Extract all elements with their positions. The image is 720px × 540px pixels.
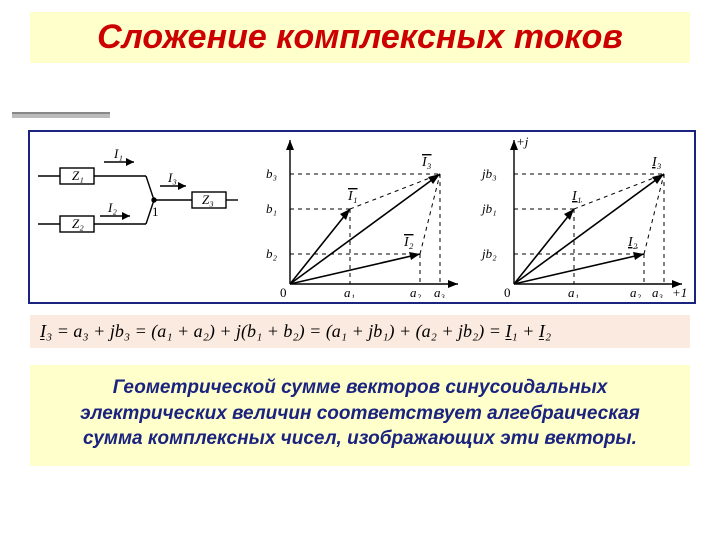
svg-text:jb₂: jb₂ (480, 246, 497, 261)
node-label: 1 (152, 204, 159, 219)
label-z1: Z₁ (72, 168, 84, 183)
title-rule-shadow (12, 114, 110, 118)
eq-plus: + (518, 321, 539, 341)
svg-text:+1: +1 (672, 285, 687, 298)
label-i2: I₂ (107, 200, 117, 215)
svg-text:0: 0 (504, 285, 511, 298)
equation: I₃ = a₃ + jb₃ = (a₁ + a₂) + j(b₁ + b₂) =… (40, 321, 551, 341)
eq-r2: I₂ (539, 321, 551, 341)
footer-text: Геометрической сумме векторов синусоидал… (80, 377, 640, 449)
label-i3: I₃ (167, 170, 177, 185)
footer-band: Геометрической сумме векторов синусоидал… (30, 365, 690, 466)
slide-title: Сложение комплексных токов (40, 18, 680, 57)
svg-text:a₁: a₁ (344, 285, 355, 298)
svg-text:b₃: b₃ (266, 166, 277, 181)
svg-text:b₂: b₂ (266, 246, 278, 261)
label-i1: I₁ (113, 146, 123, 161)
svg-text:I₁: I₁ (347, 189, 358, 204)
svg-text:0: 0 (280, 285, 287, 298)
svg-text:+j: +j (516, 134, 529, 149)
title-band: Сложение комплексных токов (30, 12, 690, 63)
svg-text:I₃: I₃ (651, 155, 662, 170)
equation-band: I₃ = a₃ + jb₃ = (a₁ + a₂) + j(b₁ + b₂) =… (30, 315, 690, 348)
vector-plot-complex: jb₃ jb₁ jb₂ a₁ a₂ a₃ 0 +j +1 I₁ I₂ I₃ (476, 134, 692, 298)
svg-text:I₂: I₂ (627, 235, 638, 250)
svg-text:a₃: a₃ (652, 285, 663, 298)
title-rule (12, 112, 110, 114)
svg-text:I₁: I₁ (571, 189, 582, 204)
figure-frame: Z₁ Z₂ Z₃ I₁ I₂ I₃ 1 (28, 130, 696, 304)
svg-text:I₂: I₂ (403, 235, 414, 250)
svg-text:a₂: a₂ (630, 285, 642, 298)
eq-r1: I₁ (505, 321, 517, 341)
label-z2: Z₂ (72, 216, 84, 231)
svg-text:I₃: I₃ (421, 155, 432, 170)
svg-text:a₃: a₃ (434, 285, 445, 298)
vector-plot-real: b₃ b₁ b₂ a₁ a₂ a₃ 0 I₁ I₂ I₃ (252, 134, 468, 298)
svg-text:jb₃: jb₃ (480, 166, 497, 181)
svg-text:b₁: b₁ (266, 201, 277, 216)
label-z3: Z₃ (202, 192, 214, 207)
svg-text:a₁: a₁ (568, 285, 579, 298)
svg-text:jb₁: jb₁ (480, 201, 497, 216)
eq-body: = a₃ + jb₃ = (a₁ + a₂) + j(b₁ + b₂) = (a… (52, 321, 505, 341)
svg-text:a₂: a₂ (410, 285, 422, 298)
circuit-diagram: Z₁ Z₂ Z₃ I₁ I₂ I₃ 1 (34, 140, 240, 290)
eq-lhs: I₃ (40, 321, 52, 341)
